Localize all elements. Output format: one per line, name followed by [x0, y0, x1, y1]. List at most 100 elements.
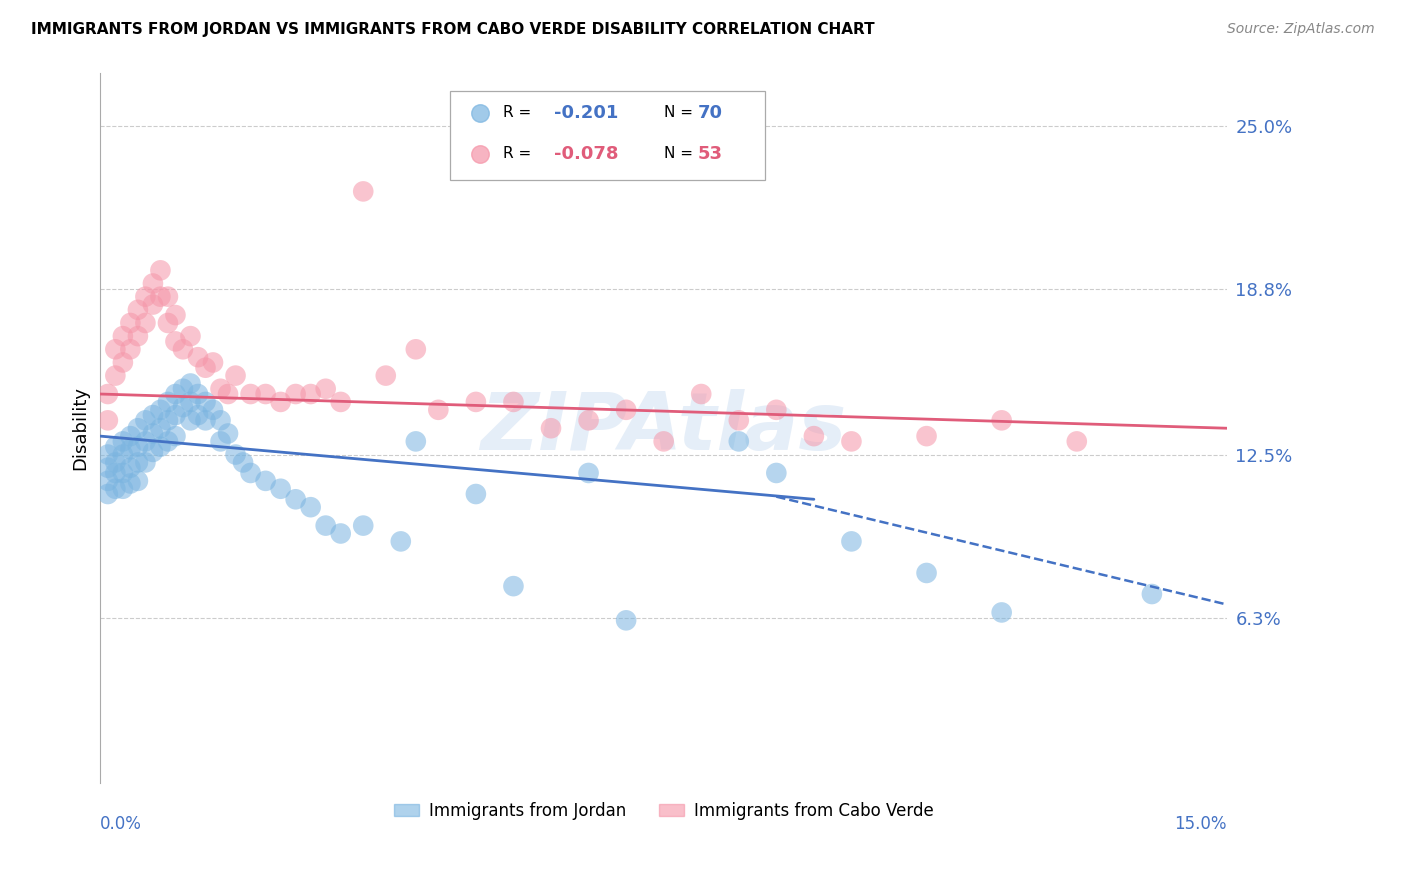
Point — [217, 387, 239, 401]
Point — [299, 500, 322, 515]
Point — [104, 466, 127, 480]
Point — [464, 395, 486, 409]
Point — [374, 368, 396, 383]
Point — [134, 455, 156, 469]
Point — [97, 448, 120, 462]
Point — [142, 297, 165, 311]
Point — [315, 518, 337, 533]
Point — [156, 395, 179, 409]
Point — [149, 440, 172, 454]
Point — [111, 355, 134, 369]
Point — [270, 395, 292, 409]
Point — [239, 387, 262, 401]
Point — [111, 329, 134, 343]
Point — [120, 460, 142, 475]
Point — [172, 343, 194, 357]
Point — [97, 487, 120, 501]
Point — [209, 434, 232, 449]
Point — [270, 482, 292, 496]
Point — [111, 434, 134, 449]
Point — [97, 387, 120, 401]
Point — [120, 476, 142, 491]
Point — [165, 408, 187, 422]
Point — [352, 518, 374, 533]
Point — [104, 368, 127, 383]
Point — [803, 429, 825, 443]
Point — [841, 534, 863, 549]
Point — [990, 413, 1012, 427]
Point — [97, 474, 120, 488]
Point — [578, 413, 600, 427]
Point — [329, 526, 352, 541]
Point — [540, 421, 562, 435]
Point — [841, 434, 863, 449]
Point — [104, 440, 127, 454]
Point — [727, 413, 749, 427]
Point — [614, 402, 637, 417]
Text: 70: 70 — [697, 103, 723, 121]
Point — [352, 185, 374, 199]
Point — [1140, 587, 1163, 601]
Point — [172, 400, 194, 414]
Text: R =: R = — [502, 105, 536, 120]
Point — [225, 448, 247, 462]
Y-axis label: Disability: Disability — [72, 386, 89, 470]
Point — [727, 434, 749, 449]
Point — [149, 290, 172, 304]
Point — [134, 316, 156, 330]
Point — [134, 413, 156, 427]
Point — [104, 343, 127, 357]
Point — [299, 387, 322, 401]
Point — [232, 455, 254, 469]
Point — [915, 429, 938, 443]
Text: ZIPAtlas: ZIPAtlas — [481, 389, 846, 467]
Point — [389, 534, 412, 549]
Point — [104, 455, 127, 469]
Point — [194, 413, 217, 427]
Text: R =: R = — [502, 146, 536, 161]
Text: 15.0%: 15.0% — [1174, 815, 1227, 833]
Point — [165, 308, 187, 322]
Point — [329, 395, 352, 409]
Point — [127, 302, 149, 317]
Point — [165, 387, 187, 401]
Point — [127, 474, 149, 488]
Point — [202, 402, 225, 417]
Point — [502, 395, 524, 409]
Point — [97, 460, 120, 475]
Point — [187, 408, 209, 422]
Point — [179, 329, 201, 343]
Point — [405, 434, 427, 449]
Point — [578, 466, 600, 480]
Point — [464, 487, 486, 501]
Point — [315, 382, 337, 396]
Point — [111, 448, 134, 462]
Point — [156, 434, 179, 449]
Point — [142, 445, 165, 459]
Point — [127, 455, 149, 469]
Point — [652, 434, 675, 449]
Point — [990, 606, 1012, 620]
Point — [179, 376, 201, 391]
Point — [254, 387, 277, 401]
Point — [111, 466, 134, 480]
Point — [284, 387, 307, 401]
Point — [149, 402, 172, 417]
Point — [120, 442, 142, 457]
Point — [202, 355, 225, 369]
Point — [765, 402, 787, 417]
Point — [915, 566, 938, 580]
Text: Source: ZipAtlas.com: Source: ZipAtlas.com — [1227, 22, 1375, 37]
Point — [427, 402, 450, 417]
Point — [209, 413, 232, 427]
Point — [254, 474, 277, 488]
Point — [690, 387, 713, 401]
Text: -0.078: -0.078 — [554, 145, 619, 162]
Point — [120, 343, 142, 357]
Point — [142, 426, 165, 441]
Point — [405, 343, 427, 357]
Text: 0.0%: 0.0% — [100, 815, 142, 833]
Point — [149, 263, 172, 277]
Point — [142, 277, 165, 291]
Point — [614, 613, 637, 627]
